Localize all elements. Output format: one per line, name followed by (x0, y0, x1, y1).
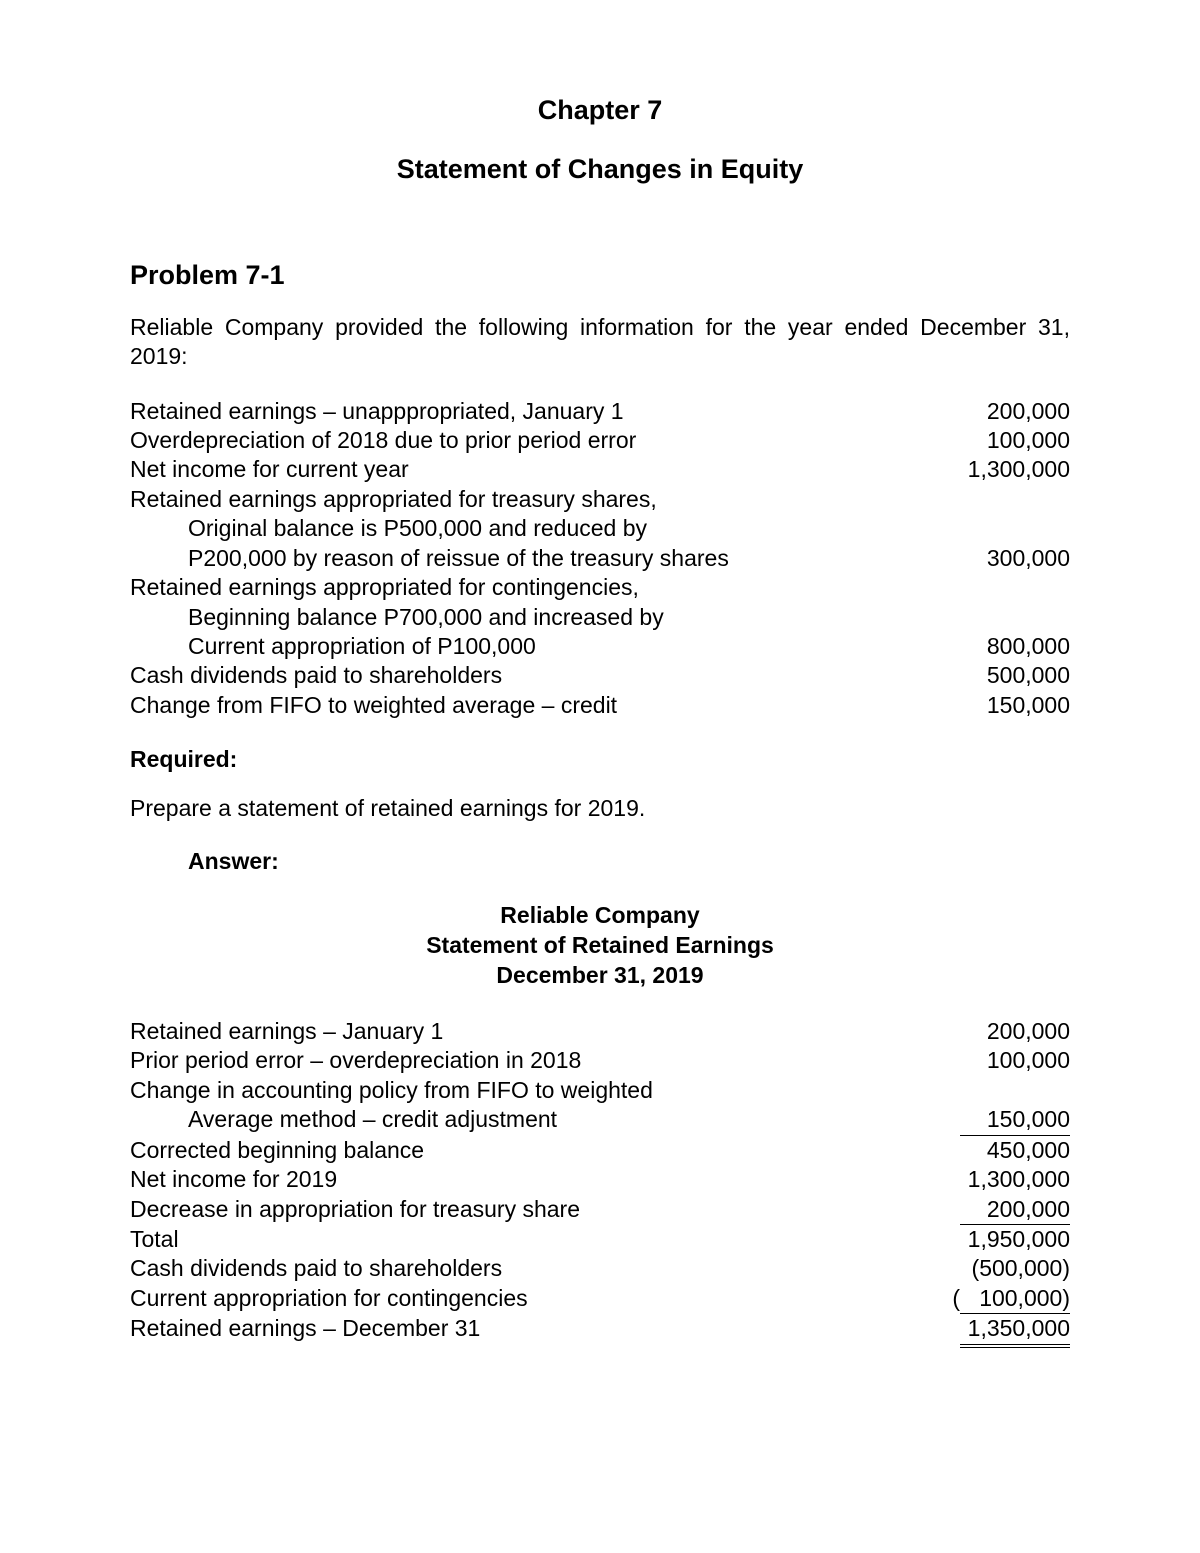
given-label: Retained earnings appropriated for conti… (130, 573, 1070, 602)
given-value: 500,000 (930, 661, 1070, 690)
given-label: Beginning balance P700,000 and increased… (130, 603, 1070, 632)
statement-date: December 31, 2019 (130, 961, 1070, 991)
underlined-value: 100,000) (960, 1284, 1070, 1314)
underlined-value: 200,000 (960, 1195, 1070, 1225)
statement-label: Current appropriation for contingencies (130, 1284, 930, 1314)
given-row: Retained earnings – unapppropriated, Jan… (130, 397, 1070, 426)
statement-row: Corrected beginning balance 450,000 (130, 1136, 1070, 1165)
company-header: Reliable Company Statement of Retained E… (130, 901, 1070, 991)
given-row: Overdepreciation of 2018 due to prior pe… (130, 426, 1070, 455)
chapter-subtitle: Statement of Changes in Equity (130, 154, 1070, 185)
statement-row: Net income for 2019 1,300,000 (130, 1165, 1070, 1194)
statement-row: Retained earnings – December 31 1,350,00… (130, 1314, 1070, 1347)
statement-value: 200,000 (930, 1017, 1070, 1046)
given-label: Retained earnings appropriated for treas… (130, 485, 1070, 514)
given-label: Overdepreciation of 2018 due to prior pe… (130, 426, 930, 455)
statement-value: (500,000) (930, 1254, 1070, 1283)
chapter-title: Chapter 7 (130, 95, 1070, 126)
given-row: Original balance is P500,000 and reduced… (130, 514, 1070, 543)
given-value: 150,000 (930, 691, 1070, 720)
statement-row: Cash dividends paid to shareholders (500… (130, 1254, 1070, 1283)
statement-value: 100,000 (930, 1046, 1070, 1075)
statement-row: Current appropriation for contingencies … (130, 1284, 1070, 1314)
statement-row: Total 1,950,000 (130, 1225, 1070, 1254)
statement-value: 1,950,000 (930, 1225, 1070, 1254)
given-value: 100,000 (930, 426, 1070, 455)
statement-row: Decrease in appropriation for treasury s… (130, 1195, 1070, 1225)
statement-value: ( 100,000) (930, 1284, 1070, 1314)
statement-label: Change in accounting policy from FIFO to… (130, 1076, 1070, 1105)
required-heading: Required: (130, 746, 1070, 773)
given-row: P200,000 by reason of reissue of the tre… (130, 544, 1070, 573)
given-label: Net income for current year (130, 455, 930, 484)
statement-value: 150,000 (930, 1105, 1070, 1135)
given-value: 300,000 (930, 544, 1070, 573)
problem-heading: Problem 7-1 (130, 260, 1070, 291)
statement-label: Decrease in appropriation for treasury s… (130, 1195, 930, 1225)
problem-intro: Reliable Company provided the following … (130, 313, 1070, 371)
statement-value: 1,300,000 (930, 1165, 1070, 1194)
statement-row: Average method – credit adjustment 150,0… (130, 1105, 1070, 1135)
statement-title: Statement of Retained Earnings (130, 931, 1070, 961)
statement-row: Retained earnings – January 1 200,000 (130, 1017, 1070, 1046)
given-row: Retained earnings appropriated for treas… (130, 485, 1070, 514)
given-label: Cash dividends paid to shareholders (130, 661, 930, 690)
given-label: Original balance is P500,000 and reduced… (130, 514, 1070, 543)
statement-value: 200,000 (930, 1195, 1070, 1225)
paren-number: 500,000) (979, 1254, 1070, 1283)
statement-label: Average method – credit adjustment (130, 1105, 930, 1135)
company-name: Reliable Company (130, 901, 1070, 931)
given-label: Current appropriation of P100,000 (130, 632, 930, 661)
statement-row: Change in accounting policy from FIFO to… (130, 1076, 1070, 1105)
given-row: Current appropriation of P100,000 800,00… (130, 632, 1070, 661)
required-text: Prepare a statement of retained earnings… (130, 795, 1070, 822)
given-value: 200,000 (930, 397, 1070, 426)
statement-row: Prior period error – overdepreciation in… (130, 1046, 1070, 1075)
given-value: 1,300,000 (930, 455, 1070, 484)
statement-label: Prior period error – overdepreciation in… (130, 1046, 930, 1075)
underlined-value: 150,000 (960, 1105, 1070, 1135)
paren-open: ( (952, 1284, 960, 1314)
statement-label: Total (130, 1225, 930, 1254)
statement-label: Retained earnings – January 1 (130, 1017, 930, 1046)
given-label: Change from FIFO to weighted average – c… (130, 691, 930, 720)
paren-open: ( (972, 1254, 980, 1283)
given-label: P200,000 by reason of reissue of the tre… (130, 544, 930, 573)
given-row: Beginning balance P700,000 and increased… (130, 603, 1070, 632)
given-row: Retained earnings appropriated for conti… (130, 573, 1070, 602)
statement-label: Retained earnings – December 31 (130, 1314, 930, 1347)
statement-label: Corrected beginning balance (130, 1136, 930, 1165)
statement-label: Net income for 2019 (130, 1165, 930, 1194)
given-value: 800,000 (930, 632, 1070, 661)
double-underlined-value: 1,350,000 (960, 1314, 1070, 1347)
given-row: Net income for current year 1,300,000 (130, 455, 1070, 484)
given-row: Change from FIFO to weighted average – c… (130, 691, 1070, 720)
given-label: Retained earnings – unapppropriated, Jan… (130, 397, 930, 426)
statement-value: 1,350,000 (930, 1314, 1070, 1347)
statement-label: Cash dividends paid to shareholders (130, 1254, 930, 1283)
answer-heading: Answer: (130, 848, 1070, 875)
statement-value: 450,000 (930, 1136, 1070, 1165)
paren-number: 100,000) (979, 1285, 1070, 1311)
given-row: Cash dividends paid to shareholders 500,… (130, 661, 1070, 690)
